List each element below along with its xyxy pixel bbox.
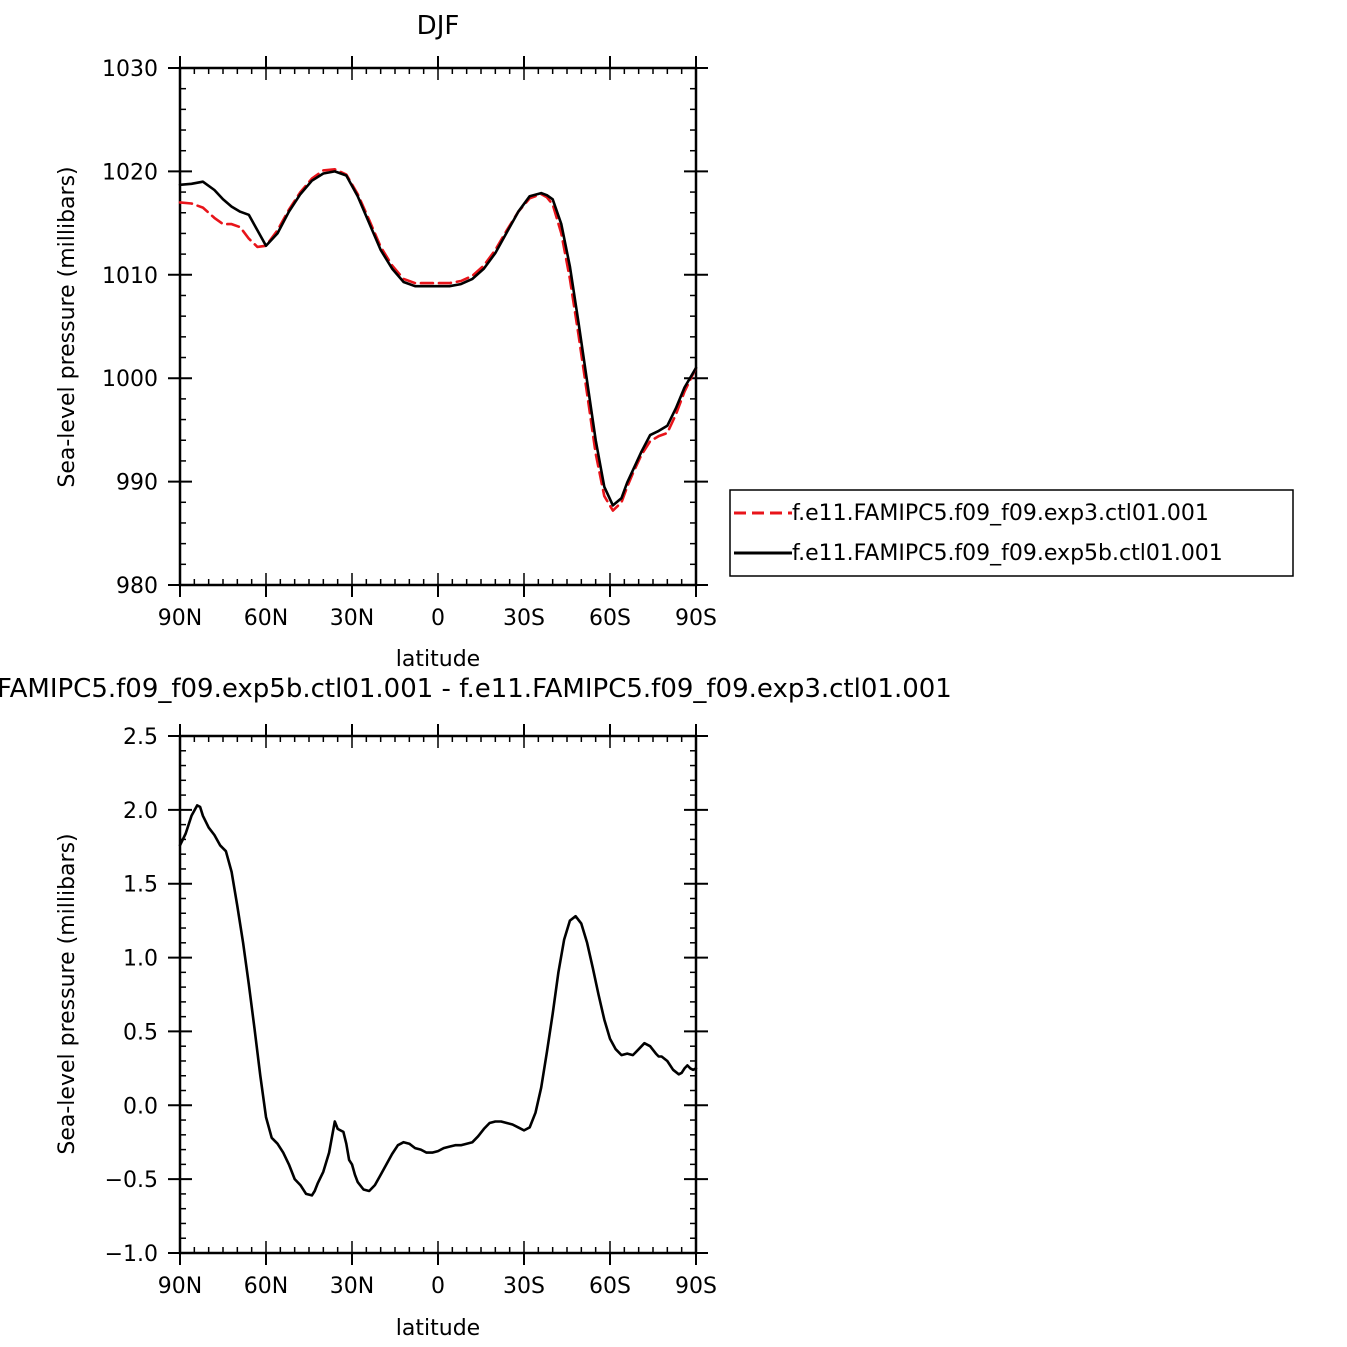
top-x-axis-title: latitude [396,647,480,672]
top-x-tick-label: 60S [589,606,631,631]
bottom-x-tick-label: 0 [431,1274,445,1299]
legend-box [729,489,1294,577]
bottom-x-tick-label: 30N [330,1274,374,1299]
top-x-tick-label: 90S [675,606,717,631]
bottom-y-axis-title: Sea-level pressure (millibars) [55,833,80,1154]
bottom-y-tick-label: 0.5 [123,1020,158,1045]
top-series-line-0 [178,168,698,512]
bottom-x-tick-label: 30S [503,1274,545,1299]
bottom-x-tick-label: 60S [589,1274,631,1299]
top-y-tick-label: 1000 [102,367,158,392]
top-x-tick-label: 30N [330,606,374,631]
bottom-x-tick-label: 90S [675,1274,717,1299]
top-x-tick-label: 90N [158,606,202,631]
top-x-tick-label: 30S [503,606,545,631]
bottom-plot-border [178,734,698,1255]
top-y-tick-label: 1030 [102,57,158,82]
bottom-y-tick-label: 0.0 [123,1094,158,1119]
bottom-chart-title: f.e11.FAMIPC5.f09_f09.exp5b.ctl01.001 - … [0,674,952,704]
bottom-y-tick-label: −0.5 [105,1168,158,1193]
top-y-tick-label: 1020 [102,160,158,185]
top-y-tick-label: 990 [116,471,158,496]
top-series-line-1 [178,170,698,507]
bottom-y-tick-label: 1.5 [123,873,158,898]
top-plot-border [178,66,698,587]
top-y-tick-label: 980 [116,574,158,599]
top-x-tick-label: 0 [431,606,445,631]
top-y-axis-title: Sea-level pressure (millibars) [55,166,80,487]
top-plot-frame: 90N 60N 30N 0 30S 60S 90S 980 990 1000 1010 1020 103… [102,56,717,631]
top-y-tick-label: 1010 [102,264,158,289]
bottom-plot-frame: 90N 60N 30N 0 30S 60S 90S −1.0 −0.5 0.0 0.5 1.0 1.5 2… [105,724,717,1299]
legend-label-exp5b: f.e11.FAMIPC5.f09_f09.exp5b.ctl01.001 [792,541,1223,566]
bottom-y-tick-label: −1.0 [105,1242,158,1267]
bottom-series-line-0 [178,804,698,1197]
bottom-panel: f.e11.FAMIPC5.f09_f09.exp5b.ctl01.001 - … [0,674,952,1341]
top-panel: DJF 90N 60N 30N 0 30S 60S 90S 980 990 1000 1010 102… [55,11,717,672]
legend: f.e11.FAMIPC5.f09_f09.exp3.ctl01.001 f.e… [729,489,1294,577]
bottom-y-tick-label: 1.0 [123,947,158,972]
bottom-y-tick-label: 2.0 [123,799,158,824]
bottom-x-tick-label: 60N [244,1274,288,1299]
legend-label-exp3: f.e11.FAMIPC5.f09_f09.exp3.ctl01.001 [792,501,1209,526]
top-chart-title: DJF [417,11,460,41]
bottom-x-axis-title: latitude [396,1316,480,1341]
bottom-y-tick-label: 2.5 [123,725,158,750]
top-x-tick-label: 60N [244,606,288,631]
bottom-x-tick-label: 90N [158,1274,202,1299]
